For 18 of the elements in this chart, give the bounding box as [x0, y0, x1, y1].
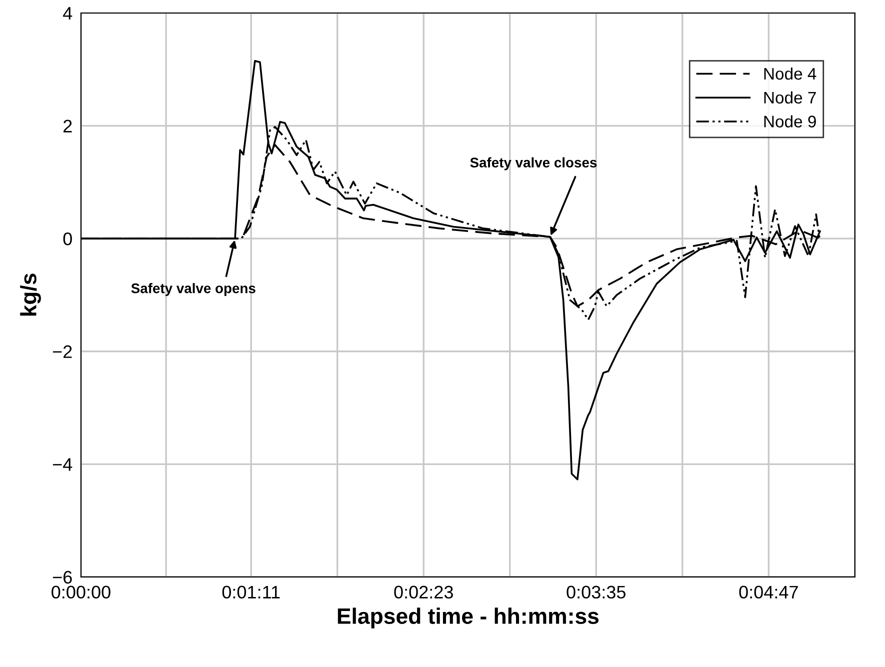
- x-tick-label: 0:01:11: [222, 586, 280, 599]
- x-tick-label: 0:04:47: [739, 586, 798, 599]
- y-tick-label: −6: [52, 570, 72, 584]
- legend-label: Node 4: [764, 67, 816, 80]
- x-tick-label: 0:02:23: [394, 586, 453, 599]
- annotation: Safety valve opens: [131, 283, 256, 296]
- legend-label: Node 9: [764, 115, 816, 128]
- y-tick-label: −4: [52, 458, 72, 471]
- x-tick-label: 0:00:00: [52, 586, 110, 599]
- y-tick-label: −2: [52, 345, 72, 358]
- annotation: Safety valve closes: [470, 157, 597, 170]
- y-axis-title: kg/s: [20, 274, 41, 316]
- y-tick-label: 4: [63, 7, 72, 20]
- legend-label: Node 7: [764, 91, 816, 104]
- x-tick-label: 0:03:35: [566, 586, 626, 599]
- y-tick-label: 2: [64, 120, 72, 132]
- y-tick-label: 0: [63, 232, 72, 246]
- x-axis-title: Elapsed time - hh:mm:ss: [338, 608, 599, 628]
